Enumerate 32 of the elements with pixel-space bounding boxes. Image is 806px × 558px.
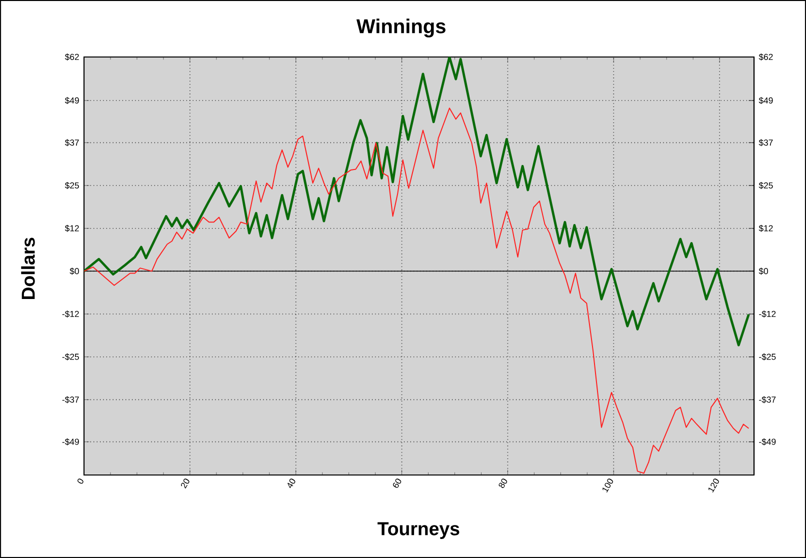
x-tick-label: 80 [498, 478, 508, 488]
y-tick-label: $62 [64, 54, 79, 61]
chart-title: Winnings [356, 18, 446, 38]
y-tick-label: $12 [64, 224, 79, 232]
x-axis-title: Tourneys [378, 522, 460, 540]
y-tick-label: -$49 [62, 438, 79, 446]
x-tick-label: 40 [288, 478, 296, 488]
y2-tick-label: $37 [758, 139, 773, 146]
x-tick-label: 60 [392, 478, 402, 488]
y2-tick-label: $12 [758, 224, 773, 232]
y2-tick-label: -$49 [759, 438, 776, 446]
x-tick-label: 0 [78, 478, 84, 484]
y-axis-title: Dollars [21, 238, 35, 300]
y2-tick-label: $62 [758, 54, 773, 61]
y-tick-label: $0 [70, 268, 79, 275]
y2-tick-label: $0 [758, 268, 768, 275]
y-tick-label: -$12 [62, 310, 79, 318]
y2-tick-label: -$37 [759, 396, 776, 404]
x-tick-label: 20 [180, 478, 190, 489]
y2-tick-label: -$25 [759, 353, 776, 360]
y-tick-label: $25 [64, 182, 79, 190]
y2-tick-label: $49 [758, 97, 773, 104]
x-tick-label: 100 [602, 478, 614, 493]
y-tick-label: -$37 [62, 396, 79, 404]
y2-tick-label: $25 [758, 182, 773, 190]
y-tick-label: $49 [64, 97, 79, 104]
line-series [84, 56, 750, 346]
line-series [84, 108, 750, 474]
y-tick-label: -$25 [62, 353, 79, 360]
y-tick-label: $37 [64, 139, 79, 146]
y2-tick-label: -$12 [759, 310, 776, 318]
x-tick-label: 120 [708, 478, 719, 493]
